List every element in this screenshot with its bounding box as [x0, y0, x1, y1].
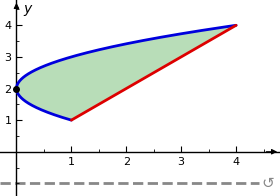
- Text: ↺: ↺: [262, 176, 274, 191]
- Text: y: y: [23, 2, 31, 15]
